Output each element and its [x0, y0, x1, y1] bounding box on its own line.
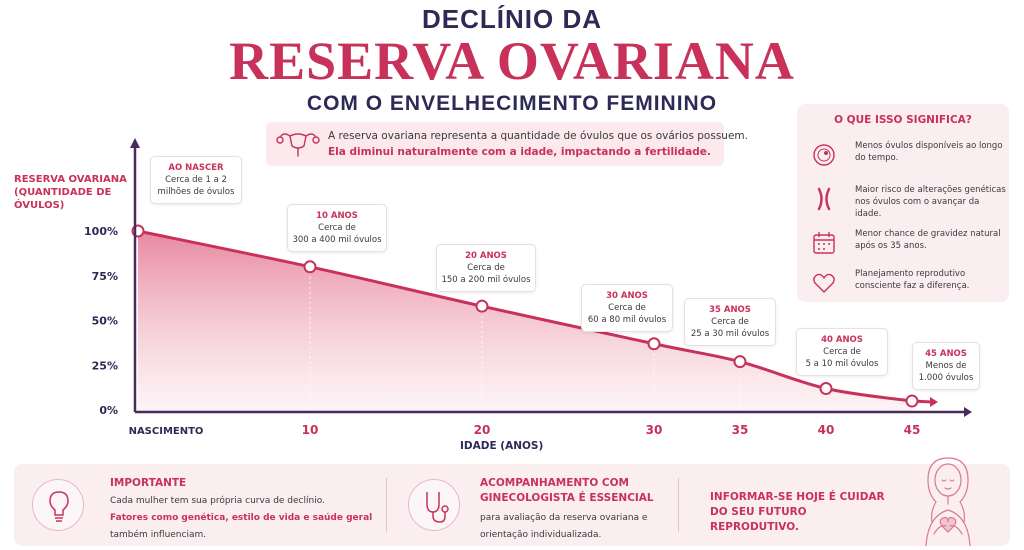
- followup-text: para avaliação da reserva ovariana e ori…: [480, 513, 648, 540]
- callout-line: Cerca de: [467, 263, 505, 273]
- x-tick-label: 45: [904, 423, 921, 437]
- callout-line: 1.000 óvulos: [918, 373, 974, 383]
- divider: [386, 478, 387, 532]
- callout-40: 40 ANOS Cerca de 5 a 10 mil óvulos: [796, 328, 888, 376]
- divider: [678, 478, 679, 532]
- callout-line: Cerca de: [823, 347, 861, 357]
- data-point: [733, 355, 747, 369]
- meaning-item: Planejamento reprodutivo consciente faz …: [811, 268, 1007, 308]
- callout-line: milhões de óvulos: [157, 187, 235, 197]
- callout-head: AO NASCER: [168, 163, 224, 173]
- callout-head: 45 ANOS: [925, 349, 967, 359]
- callout-line: 300 a 400 mil óvulos: [292, 235, 382, 245]
- x-tick-label: 10: [302, 423, 319, 437]
- callout-head: 10 ANOS: [316, 211, 358, 221]
- callout-20: 20 ANOS Cerca de 150 a 200 mil óvulos: [436, 244, 536, 292]
- data-point: [905, 394, 919, 408]
- title-line-1: DECLÍNIO DA: [422, 4, 602, 34]
- y-tick-label: 50%: [92, 315, 118, 328]
- area-fill: [138, 231, 912, 412]
- callout-10: 10 ANOS Cerca de 300 a 400 mil óvulos: [287, 204, 387, 252]
- important-line: Cada mulher tem sua própria curva de dec…: [110, 496, 325, 506]
- meaning-text: Menos óvulos disponíveis ao longo do tem…: [855, 141, 1003, 163]
- data-point: [647, 337, 661, 351]
- calendar-icon: [813, 232, 835, 254]
- meaning-item: Menos óvulos disponíveis ao longo do tem…: [811, 140, 1007, 180]
- meaning-panel: O QUE ISSO SIGNIFICA? Menos óvulos dispo…: [797, 104, 1009, 302]
- callout-line: 60 a 80 mil óvulos: [587, 315, 667, 325]
- callout-head: 35 ANOS: [709, 305, 751, 315]
- x-tick-label: 20: [474, 423, 491, 437]
- woman-heart-illustration: [925, 457, 971, 546]
- page-title: RESERVA OVARIANA: [229, 31, 795, 91]
- callout-line: 5 a 10 mil óvulos: [805, 359, 879, 369]
- followup-icon-circle: [408, 479, 460, 531]
- important-line: também influenciam.: [110, 530, 207, 540]
- important-icon-circle: [32, 479, 84, 531]
- egg-cell-icon: [813, 144, 835, 166]
- series-arrowhead: [930, 397, 938, 408]
- callout-30: 30 ANOS Cerca de 60 a 80 mil óvulos: [581, 284, 673, 332]
- important-title: IMPORTANTE: [110, 477, 187, 489]
- meaning-item: Maior risco de alterações genéticas nos …: [811, 184, 1007, 224]
- y-axis-title: RESERVA OVARIANA (QUANTIDADE DE ÓVULOS): [14, 174, 127, 211]
- followup-title: ACOMPANHAMENTO COM GINECOLOGISTA É ESSEN…: [480, 477, 654, 504]
- closing-message: INFORMAR-SE HOJE É CUIDAR DO SEU FUTURO …: [710, 491, 885, 533]
- y-tick-label: 0%: [99, 404, 118, 417]
- callout-line: Cerca de 1 a 2: [165, 175, 227, 185]
- lightbulb-icon: [49, 491, 69, 522]
- callout-head: 20 ANOS: [465, 251, 507, 261]
- y-axis-arrow: [130, 138, 140, 148]
- meaning-item: Menor chance de gravidez natural após os…: [811, 228, 1007, 268]
- y-tick-label: 25%: [92, 359, 118, 372]
- intro-highlight: Ela diminui naturalmente com a idade, im…: [328, 146, 711, 158]
- callout-head: 40 ANOS: [821, 335, 863, 345]
- x-tick-label: NASCIMENTO: [129, 426, 204, 437]
- data-point: [475, 299, 489, 313]
- important-text: Cada mulher tem sua própria curva de dec…: [110, 493, 380, 544]
- meaning-text: Planejamento reprodutivo consciente faz …: [855, 269, 970, 291]
- callout-45: 45 ANOS Menos de 1.000 óvulos: [912, 342, 980, 390]
- callout-35: 35 ANOS Cerca de 25 a 30 mil óvulos: [684, 298, 776, 346]
- meaning-text: Menor chance de gravidez natural após os…: [855, 229, 1001, 251]
- callout-line: Cerca de: [608, 303, 646, 313]
- intro-text: A reserva ovariana representa a quantida…: [328, 130, 748, 142]
- x-axis-title: IDADE (ANOS): [460, 440, 544, 452]
- callout-line: Cerca de: [318, 223, 356, 233]
- y-tick-label: 75%: [92, 270, 118, 283]
- stethoscope-icon: [426, 492, 449, 523]
- heart-icon: [813, 273, 835, 293]
- x-tick-label: 35: [732, 423, 749, 437]
- y-tick-label: 100%: [84, 225, 118, 238]
- data-point: [819, 382, 833, 396]
- callout-line: Cerca de: [711, 317, 749, 327]
- callout-line: 25 a 30 mil óvulos: [690, 329, 770, 339]
- callout-head: 30 ANOS: [606, 291, 648, 301]
- callout-line: 150 a 200 mil óvulos: [441, 275, 531, 285]
- x-axis-arrow: [964, 407, 972, 417]
- important-highlight: Fatores como genética, estilo de vida e …: [110, 513, 373, 523]
- callout-line: Menos de: [925, 361, 967, 371]
- callout-birth: AO NASCER Cerca de 1 a 2 milhões de óvul…: [150, 156, 242, 204]
- title-line-3: COM O ENVELHECIMENTO FEMININO: [306, 92, 718, 115]
- bottom-panel: IMPORTANTE Cada mulher tem sua própria c…: [14, 457, 1010, 546]
- chromosome-icon: [817, 187, 831, 211]
- uterus-icon: [276, 133, 320, 157]
- x-tick-label: 30: [646, 423, 663, 437]
- meaning-text: Maior risco de alterações genéticas nos …: [855, 185, 1006, 219]
- intro-banner: A reserva ovariana representa a quantida…: [266, 122, 748, 166]
- x-tick-label: 40: [818, 423, 835, 437]
- meaning-title: O QUE ISSO SIGNIFICA?: [834, 114, 972, 126]
- data-point: [303, 260, 317, 274]
